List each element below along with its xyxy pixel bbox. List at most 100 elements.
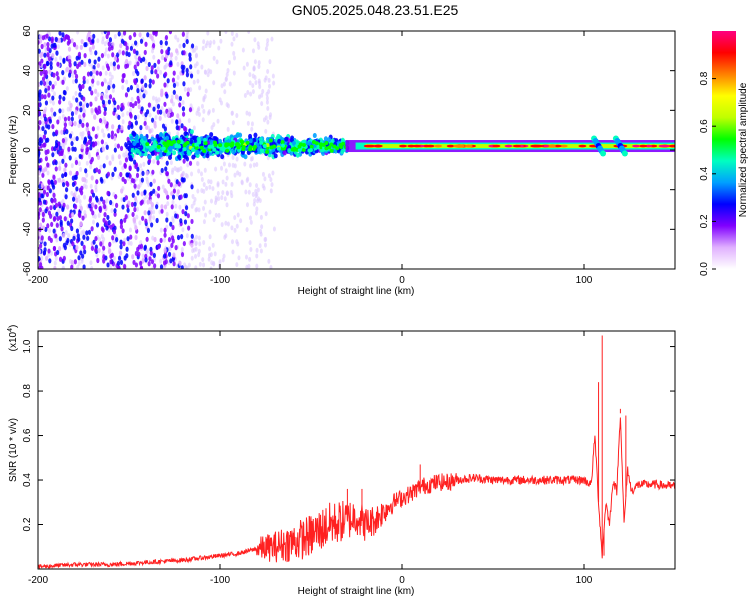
noise-dot xyxy=(200,188,204,194)
noise-dot xyxy=(211,242,215,248)
noise-dot xyxy=(255,263,259,269)
scatter-dot xyxy=(100,81,105,87)
noise-dot xyxy=(121,85,125,91)
scatter-dot xyxy=(112,61,116,67)
scatter-dot xyxy=(113,55,118,62)
scatter-dot xyxy=(42,189,47,195)
noise-dot xyxy=(267,258,271,264)
scatter-dot xyxy=(45,255,49,261)
band-hot-dot xyxy=(245,140,250,145)
carrier-peak xyxy=(662,144,671,148)
scatter-dot xyxy=(128,165,132,171)
band-dot xyxy=(340,148,345,154)
scatter-dot xyxy=(57,201,61,207)
noise-dot xyxy=(111,156,115,162)
noise-dot xyxy=(91,82,95,88)
scatter-dot xyxy=(44,208,48,214)
scatter-dot xyxy=(125,58,129,65)
scatter-dot xyxy=(71,181,76,187)
scatter-dot xyxy=(135,172,140,178)
noise-dot xyxy=(247,31,251,34)
scatter-dot xyxy=(95,70,99,76)
noise-dot xyxy=(194,241,198,247)
scatter-dot xyxy=(58,246,62,252)
scatter-dot xyxy=(114,194,118,200)
scatter-dot xyxy=(78,114,82,120)
scatter-dot xyxy=(148,214,152,220)
scatter-dot xyxy=(156,193,161,199)
band-hot-dot xyxy=(236,145,241,150)
scatter-dot xyxy=(79,101,83,107)
noise-dot xyxy=(44,46,48,52)
noise-dot xyxy=(228,81,232,87)
scatter-dot xyxy=(180,265,184,269)
noise-dot xyxy=(181,100,185,106)
scatter-dot xyxy=(181,31,185,37)
scatter-dot xyxy=(94,96,98,102)
noise-dot xyxy=(171,199,175,205)
noise-dot xyxy=(246,120,250,126)
scatter-dot xyxy=(41,217,45,223)
noise-dot xyxy=(58,115,62,121)
band-hot-dot xyxy=(207,144,212,149)
scatter-dot xyxy=(178,95,183,101)
colorbar-tick-label: 0.0 xyxy=(699,262,710,276)
carrier-peak xyxy=(504,144,513,148)
noise-dot xyxy=(111,88,115,94)
noise-dot xyxy=(232,70,236,76)
noise-dot xyxy=(263,237,267,243)
noise-dot xyxy=(68,106,72,112)
x-tick-label: 100 xyxy=(576,575,593,586)
scatter-dot xyxy=(155,217,159,224)
noise-dot xyxy=(38,176,41,182)
noise-dot xyxy=(269,177,273,183)
scatter-dot xyxy=(145,236,149,242)
band-hot-dot xyxy=(341,141,346,146)
scatter-dot xyxy=(130,201,135,208)
scatter-dot xyxy=(121,77,125,84)
scatter-dot xyxy=(133,201,137,207)
band-hot-dot xyxy=(182,147,187,152)
scatter-dot xyxy=(62,202,66,208)
scatter-dot xyxy=(171,256,175,262)
noise-dot xyxy=(217,196,221,202)
scatter-dot xyxy=(42,80,47,87)
noise-dot xyxy=(53,81,57,87)
scatter-dot xyxy=(152,252,156,259)
colorbar-tick-label: 0.6 xyxy=(699,119,710,133)
noise-dot xyxy=(225,72,229,78)
noise-dot xyxy=(254,188,258,194)
noise-dot xyxy=(96,92,100,98)
scatter-dot xyxy=(46,185,50,191)
noise-dot xyxy=(226,126,230,132)
scatter-dot xyxy=(121,176,125,182)
noise-dot xyxy=(245,202,249,208)
noise-dot xyxy=(257,64,261,70)
band-hot-dot xyxy=(176,139,181,144)
snr-scale-suffix: ) xyxy=(8,325,19,328)
noise-dot xyxy=(264,128,268,134)
scatter-dot xyxy=(181,68,185,74)
scatter-dot xyxy=(140,191,144,197)
noise-dot xyxy=(243,161,247,167)
scatter-dot xyxy=(157,244,161,250)
scatter-dot xyxy=(148,128,152,134)
scatter-dot xyxy=(38,38,43,44)
x-tick-label: -200 xyxy=(28,275,48,286)
scatter-dot xyxy=(88,86,92,92)
noise-dot xyxy=(187,262,191,268)
scatter-dot xyxy=(120,38,125,44)
scatter-dot xyxy=(82,75,86,81)
noise-dot xyxy=(220,100,224,106)
noise-dot xyxy=(201,257,205,263)
scatter-dot xyxy=(58,108,62,114)
scatter-dot xyxy=(68,120,73,126)
band-hot-dot xyxy=(268,138,273,143)
noise-dot xyxy=(216,181,220,187)
band-hot-dot xyxy=(297,148,302,153)
scatter-dot xyxy=(150,65,154,71)
noise-dot xyxy=(215,59,219,65)
scatter-dot xyxy=(38,125,41,131)
scatter-dot xyxy=(181,209,185,215)
scatter-dot xyxy=(67,72,72,78)
